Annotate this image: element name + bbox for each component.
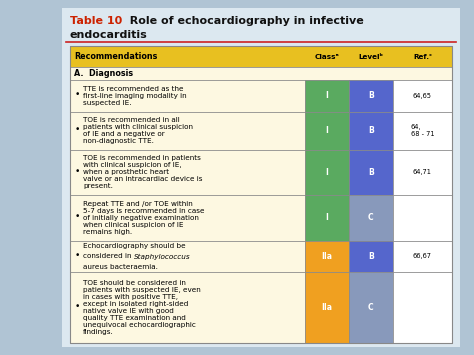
Text: A.  Diagnosis: A. Diagnosis bbox=[74, 69, 133, 78]
Text: •: • bbox=[75, 125, 81, 134]
Text: Levelᵇ: Levelᵇ bbox=[358, 54, 383, 60]
Text: I: I bbox=[326, 213, 328, 222]
Text: considered in: considered in bbox=[83, 253, 134, 260]
Text: •: • bbox=[75, 167, 81, 176]
Text: IIa: IIa bbox=[321, 252, 332, 261]
Text: endocarditis: endocarditis bbox=[70, 30, 148, 40]
Text: TOE is recommended in patients
with clinical suspicion of IE,
when a prosthetic : TOE is recommended in patients with clin… bbox=[83, 155, 202, 189]
Bar bbox=[70, 80, 305, 112]
Text: I: I bbox=[326, 168, 328, 177]
Text: TTE is recommended as the
first-line imaging modality in
suspected IE.: TTE is recommended as the first-line ima… bbox=[83, 86, 187, 106]
Text: Repeat TTE and /or TOE within
5-7 days is recommended in case
of initially negat: Repeat TTE and /or TOE within 5-7 days i… bbox=[83, 201, 204, 235]
Bar bbox=[62, 8, 460, 347]
Text: I: I bbox=[326, 126, 328, 135]
Text: C: C bbox=[368, 303, 374, 312]
Text: 64,71: 64,71 bbox=[413, 169, 432, 175]
Bar bbox=[305, 112, 349, 150]
Text: •: • bbox=[75, 302, 81, 311]
Bar bbox=[70, 46, 452, 67]
Text: Ref.ᶜ: Ref.ᶜ bbox=[413, 54, 432, 60]
Text: •: • bbox=[75, 212, 81, 221]
Text: B: B bbox=[368, 126, 374, 135]
Text: 64,
68 - 71: 64, 68 - 71 bbox=[410, 124, 434, 137]
Bar bbox=[70, 150, 305, 195]
Bar bbox=[305, 195, 349, 241]
Text: B: B bbox=[368, 168, 374, 177]
Text: TOE should be considered in
patients with suspected IE, even
in cases with posit: TOE should be considered in patients wit… bbox=[83, 280, 201, 335]
Bar bbox=[305, 150, 349, 195]
Bar bbox=[70, 67, 452, 80]
Text: aureus bacteraemia.: aureus bacteraemia. bbox=[83, 264, 158, 270]
Bar bbox=[393, 150, 452, 195]
Text: C: C bbox=[368, 213, 374, 222]
Bar bbox=[349, 150, 393, 195]
Bar bbox=[349, 272, 393, 343]
Bar bbox=[393, 195, 452, 241]
Bar bbox=[349, 112, 393, 150]
Text: Table 10: Table 10 bbox=[70, 16, 122, 26]
Bar bbox=[70, 241, 305, 272]
Text: Role of echocardiography in infective: Role of echocardiography in infective bbox=[122, 16, 364, 26]
Text: •: • bbox=[75, 251, 81, 260]
Bar bbox=[393, 112, 452, 150]
Text: Staphylococcus: Staphylococcus bbox=[134, 253, 191, 260]
Bar bbox=[62, 8, 460, 347]
Bar bbox=[70, 112, 305, 150]
Bar bbox=[349, 241, 393, 272]
Text: •: • bbox=[75, 91, 81, 99]
Bar bbox=[70, 272, 305, 343]
Text: 64,65: 64,65 bbox=[413, 93, 432, 99]
Text: I: I bbox=[326, 91, 328, 100]
Bar bbox=[70, 46, 452, 343]
Text: B: B bbox=[368, 252, 374, 261]
Bar bbox=[349, 80, 393, 112]
Bar bbox=[393, 80, 452, 112]
Text: Classᵃ: Classᵃ bbox=[314, 54, 339, 60]
Bar bbox=[305, 241, 349, 272]
Bar bbox=[70, 195, 305, 241]
Bar bbox=[305, 80, 349, 112]
Text: Recommendations: Recommendations bbox=[74, 52, 157, 61]
Bar bbox=[393, 241, 452, 272]
Text: TOE is recommended in all
patients with clinical suspicion
of IE and a negative : TOE is recommended in all patients with … bbox=[83, 118, 193, 144]
Bar bbox=[349, 195, 393, 241]
Text: IIa: IIa bbox=[321, 303, 332, 312]
Bar bbox=[305, 272, 349, 343]
Bar bbox=[393, 272, 452, 343]
Text: B: B bbox=[368, 91, 374, 100]
Text: 66,67: 66,67 bbox=[413, 253, 432, 260]
Text: Echocardiography should be: Echocardiography should be bbox=[83, 243, 186, 249]
